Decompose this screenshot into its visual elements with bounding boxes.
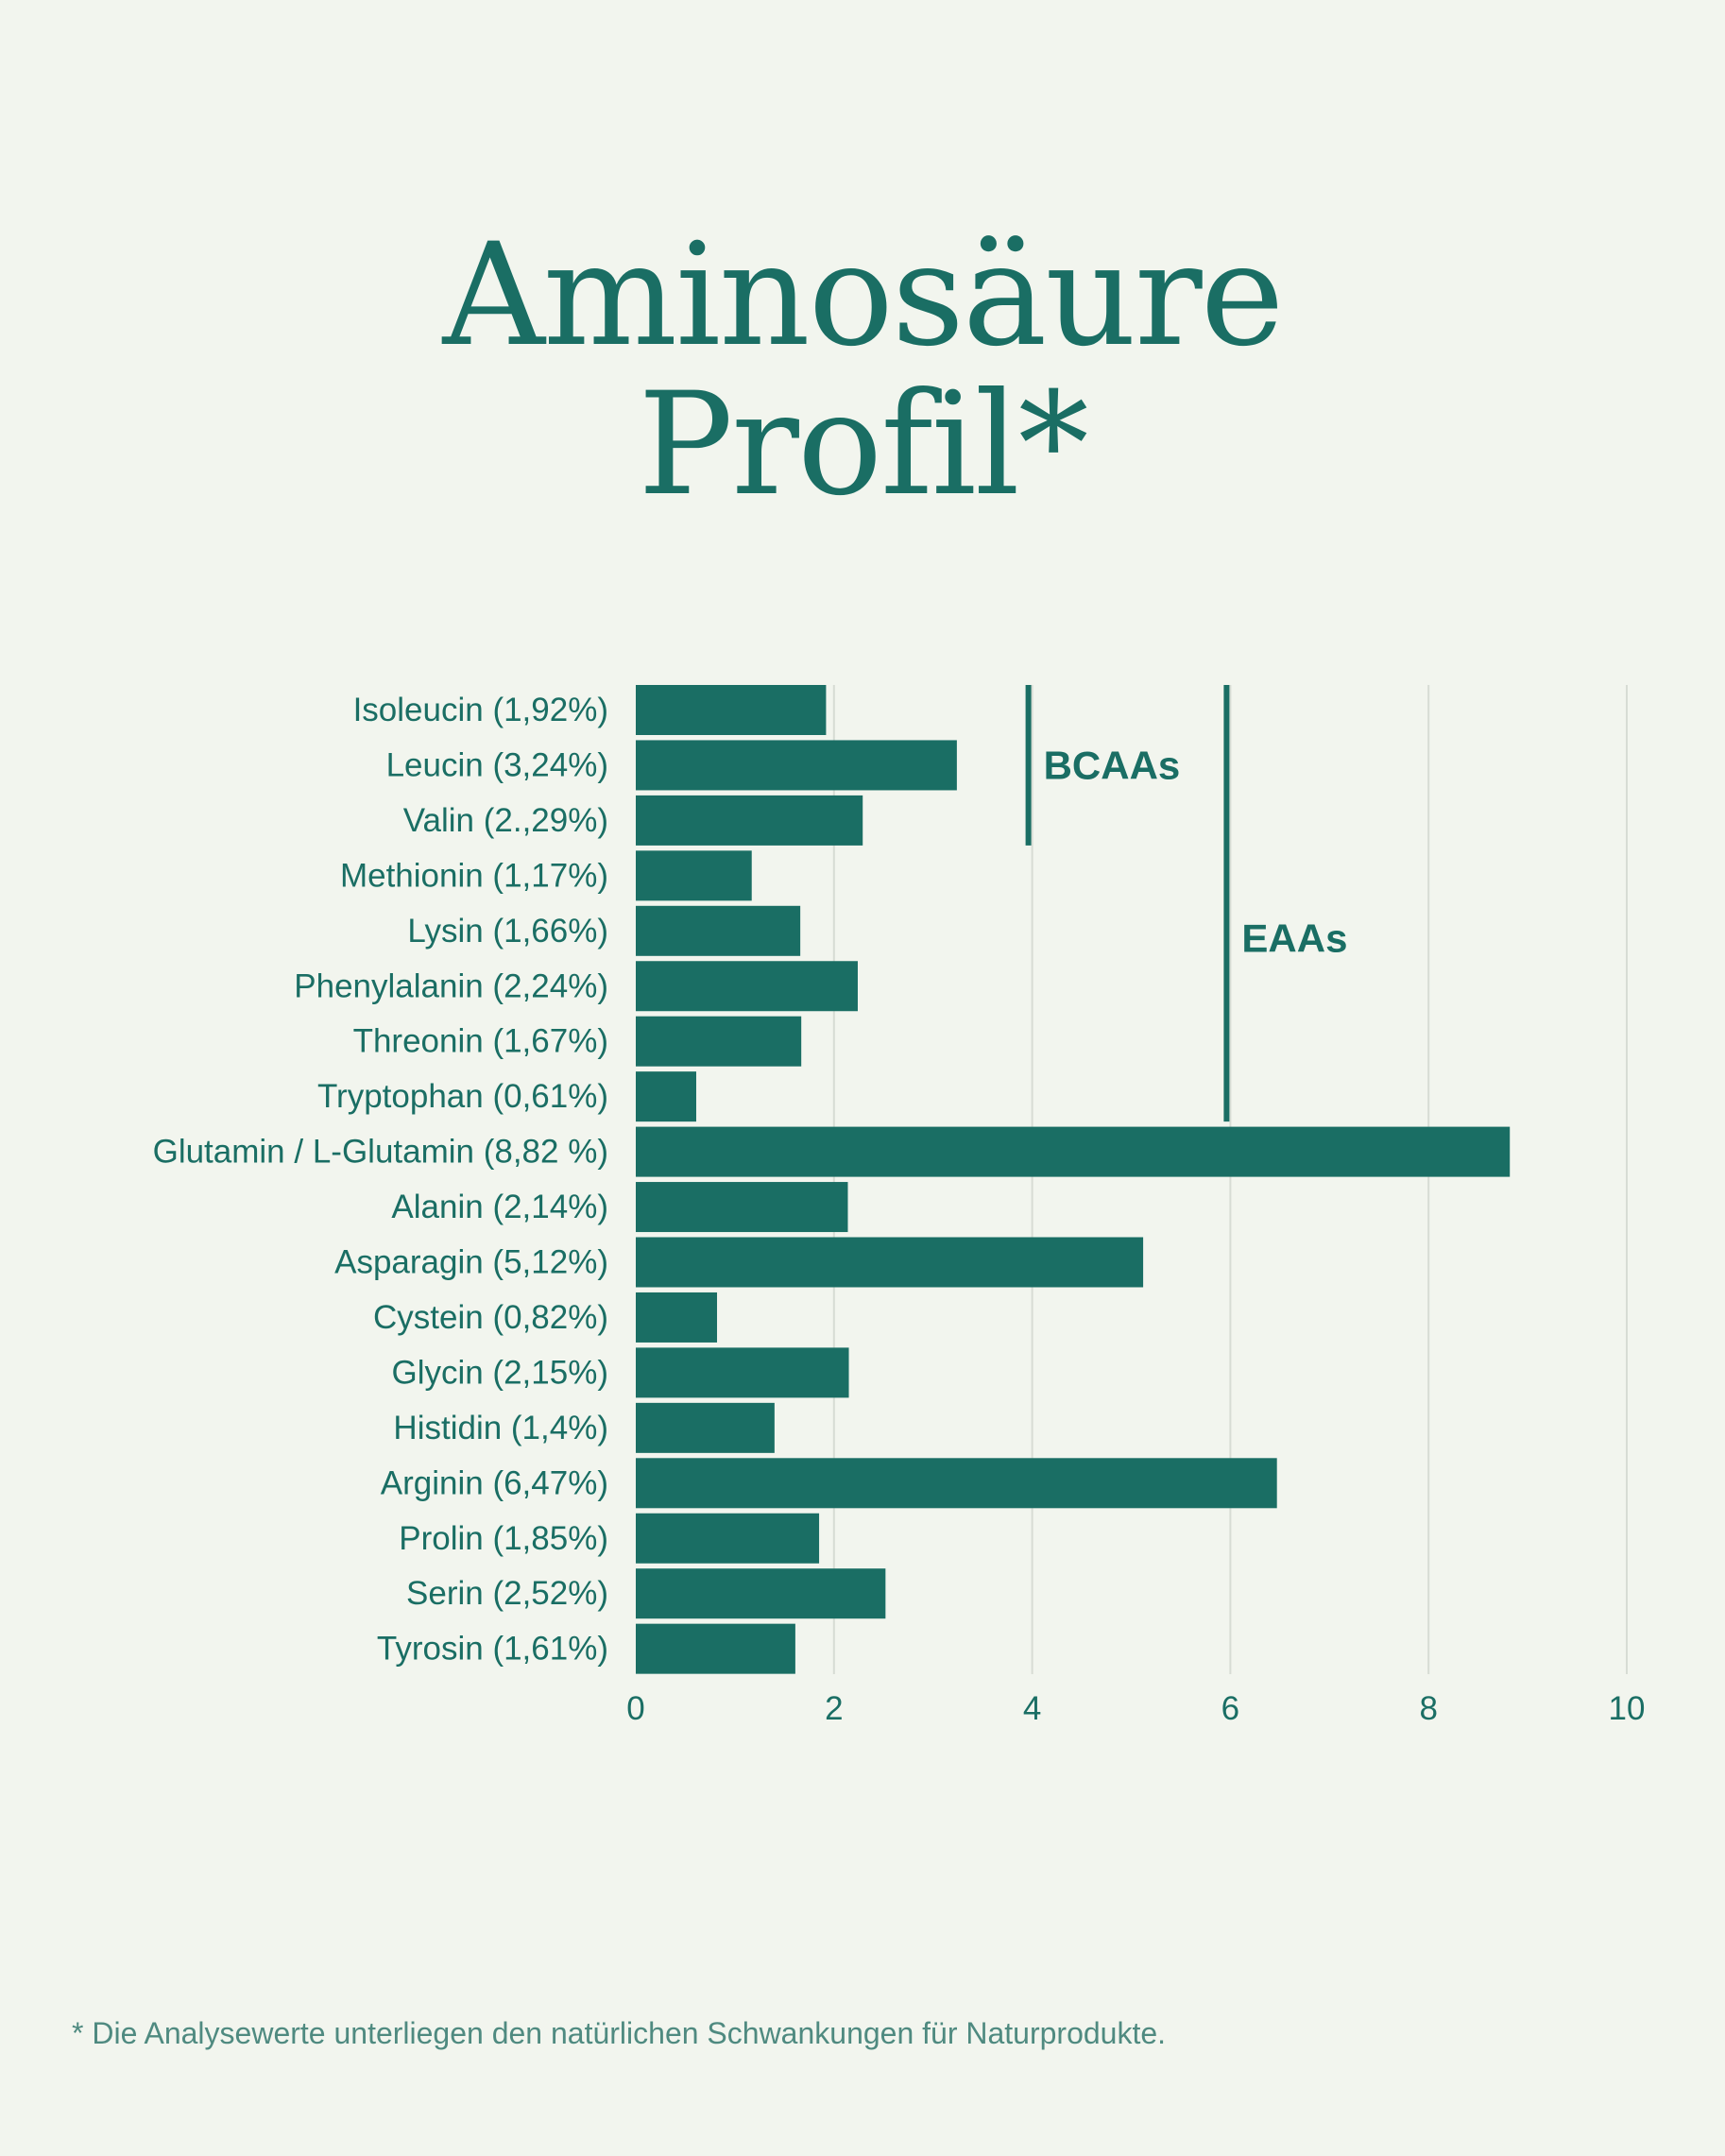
grid-layer (832, 685, 1628, 1674)
category-label: Isoleucin (1,92%) (353, 692, 608, 728)
bar (636, 1513, 820, 1564)
bar (636, 1402, 775, 1453)
category-label: Histidin (1,4%) (393, 1410, 608, 1446)
bar (636, 850, 752, 901)
footnote: * Die Analysewerte unterliegen den natür… (72, 2016, 1167, 2050)
bar-layer (636, 685, 1511, 1674)
bar (636, 1126, 1511, 1177)
chart-title-line-2: Profil* (638, 363, 1088, 527)
category-label: Tryptophan (0,61%) (317, 1078, 608, 1115)
category-label: Glutamin / L-Glutamin (8,82 %) (153, 1134, 608, 1171)
bar (636, 1292, 718, 1343)
bar (636, 1182, 848, 1233)
bar (636, 1623, 795, 1674)
annotation-layer: BCAAs EAAs (1025, 685, 1347, 1122)
category-label: Tyrosin (1,61%) (377, 1631, 608, 1668)
category-label: Cystein (0,82%) (373, 1299, 608, 1336)
category-label: Phenylalanin (2,24%) (294, 967, 608, 1004)
category-label: Arginin (6,47%) (381, 1464, 608, 1501)
x-tick-label: 2 (825, 1690, 843, 1727)
annotation-label: EAAs (1241, 916, 1347, 961)
bar (636, 1071, 696, 1122)
bar (636, 1568, 886, 1619)
annotation-label: BCAAs (1044, 744, 1181, 788)
x-tick-label: 8 (1419, 1690, 1437, 1727)
bar (636, 685, 827, 735)
bar (636, 1016, 802, 1067)
category-label: Lysin (1,66%) (407, 913, 608, 950)
category-label: Leucin (3,24%) (386, 746, 608, 783)
category-label: Asparagin (5,12%) (334, 1244, 608, 1281)
category-label: Serin (2,52%) (406, 1575, 608, 1612)
chart-title-line-1: Aminosäure (442, 214, 1285, 378)
bar (636, 905, 801, 956)
bar (636, 1458, 1277, 1509)
bar (636, 1347, 849, 1398)
bar (636, 961, 858, 1012)
category-label: Glycin (2,15%) (391, 1354, 608, 1391)
x-tick-label: 6 (1221, 1690, 1239, 1727)
x-tick-label: 0 (626, 1690, 644, 1727)
category-label-layer: Isoleucin (1,92%) Leucin (3,24%) Valin (2.… (153, 692, 608, 1668)
x-tick-layer: 0 2 4 6 8 10 (626, 1690, 1645, 1727)
bar (636, 795, 863, 846)
category-label: Alanin (2,14%) (391, 1189, 608, 1225)
category-label: Threonin (1,67%) (353, 1023, 608, 1060)
category-label: Prolin (1,85%) (399, 1520, 608, 1557)
x-tick-label: 4 (1023, 1690, 1041, 1727)
bar (636, 1237, 1144, 1288)
category-label: Valin (2.,29%) (403, 802, 608, 839)
bar (636, 740, 957, 791)
category-label: Methionin (1,17%) (340, 857, 608, 894)
x-tick-label: 10 (1609, 1690, 1646, 1727)
